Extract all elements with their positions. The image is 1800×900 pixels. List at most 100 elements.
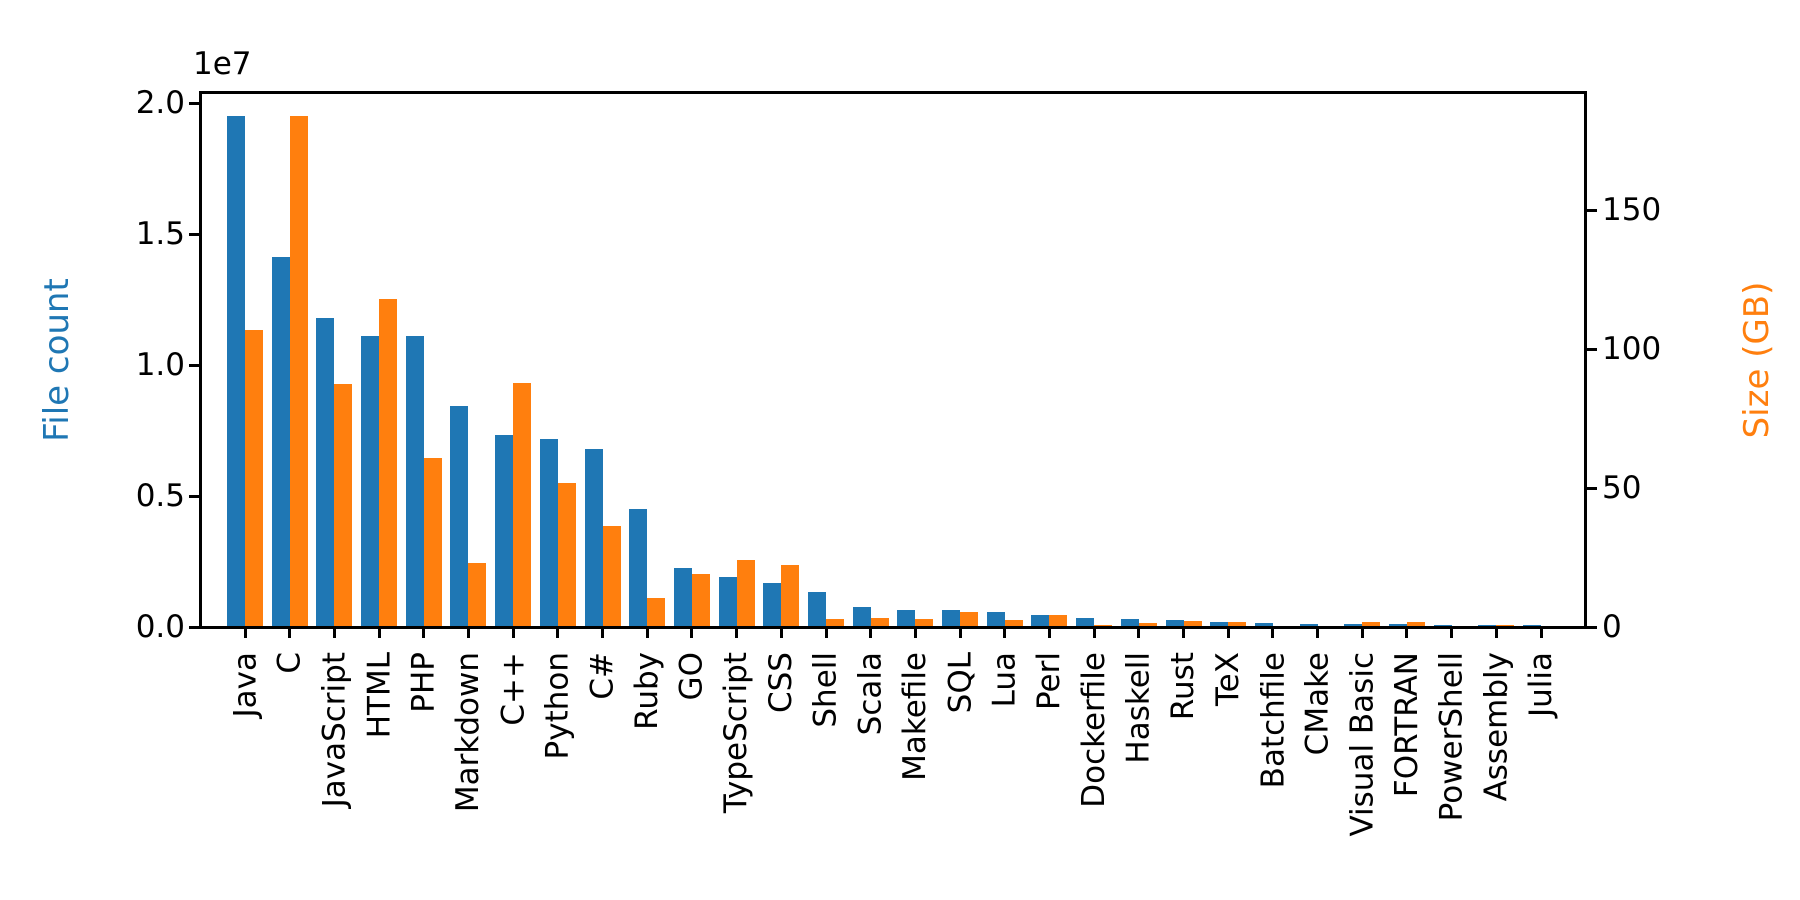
bar-batchfile-file-count bbox=[1254, 622, 1273, 627]
x-tick-label-java: Java bbox=[227, 652, 263, 718]
bar-powershell-size bbox=[1451, 626, 1470, 627]
x-axis-tick bbox=[466, 627, 470, 638]
bar-dockerfile-file-count bbox=[1076, 618, 1095, 627]
x-tick-label-markdown: Markdown bbox=[450, 652, 487, 813]
bar-batchfile-size bbox=[1272, 626, 1291, 627]
bar-java-size bbox=[245, 329, 263, 627]
x-axis-tick bbox=[1405, 627, 1409, 638]
left-y-tick-label: 1.5 bbox=[135, 216, 185, 253]
x-tick-label-sql: SQL bbox=[942, 652, 979, 714]
x-axis-tick bbox=[601, 627, 604, 638]
x-tick-label-c: C bbox=[271, 652, 308, 674]
x-axis-tick bbox=[779, 627, 783, 638]
x-tick-label-go: GO bbox=[673, 652, 710, 701]
bar-cmake-size bbox=[1317, 626, 1336, 627]
bar-ruby-file-count bbox=[629, 509, 648, 627]
bar-markdown-file-count bbox=[450, 405, 469, 627]
x-tick-label-html: HTML bbox=[361, 652, 398, 739]
x-tick-label-shell: Shell bbox=[807, 652, 844, 728]
x-axis-tick bbox=[1316, 627, 1320, 638]
bar-javascript-file-count bbox=[316, 318, 335, 627]
x-tick-label-makefile: Makefile bbox=[897, 652, 934, 781]
x-axis-tick bbox=[1271, 627, 1275, 638]
bar-shell-file-count bbox=[808, 591, 826, 627]
x-tick-label-tex: TeX bbox=[1210, 652, 1247, 706]
left-y-tick-label: 0.5 bbox=[135, 478, 185, 515]
bar-powershell-file-count bbox=[1433, 624, 1452, 627]
bar-visual-basic-file-count bbox=[1344, 624, 1363, 627]
x-axis-tick bbox=[645, 627, 649, 638]
x-tick-label-rust: Rust bbox=[1165, 652, 1202, 721]
x-tick-label-c-: C# bbox=[584, 652, 621, 700]
bar-javascript-size bbox=[334, 383, 353, 627]
bar-html-size bbox=[379, 299, 398, 627]
x-tick-label-ruby: Ruby bbox=[629, 652, 666, 730]
right-y-tick-label: 50 bbox=[1602, 470, 1642, 507]
bar-python-size bbox=[557, 482, 576, 627]
x-axis-tick bbox=[1182, 627, 1185, 638]
x-tick-label-julia: Julia bbox=[1523, 652, 1560, 718]
bar-fortran-size bbox=[1406, 621, 1425, 627]
x-axis-tick bbox=[1450, 627, 1454, 638]
bar-assembly-file-count bbox=[1478, 625, 1497, 627]
bar-tex-file-count bbox=[1210, 621, 1229, 627]
left-y-tick-label: 0.0 bbox=[135, 609, 185, 645]
x-axis-tick bbox=[243, 627, 247, 638]
x-axis-tick bbox=[556, 627, 560, 638]
x-tick-label-scala: Scala bbox=[852, 652, 889, 736]
left-axis-tick bbox=[189, 494, 200, 498]
bar-java-file-count bbox=[227, 116, 245, 627]
bar-shell-size bbox=[826, 619, 844, 627]
bar-scala-file-count bbox=[852, 606, 871, 627]
left-axis-tick bbox=[189, 101, 200, 105]
left-axis-tick bbox=[189, 232, 200, 236]
bar-visual-basic-size bbox=[1362, 621, 1381, 627]
left-axis-tick bbox=[189, 363, 200, 367]
bar-python-file-count bbox=[539, 438, 558, 627]
bar-cmake-file-count bbox=[1299, 623, 1318, 627]
bar-c--file-count bbox=[495, 434, 514, 627]
bar-julia-size bbox=[1541, 625, 1559, 627]
right-axis-title: Size (GB) bbox=[1737, 281, 1777, 439]
bar-rust-file-count bbox=[1165, 619, 1184, 627]
bar-scala-size bbox=[870, 617, 889, 627]
x-tick-label-cmake: CMake bbox=[1299, 652, 1336, 756]
x-axis-tick bbox=[1003, 627, 1007, 638]
right-y-tick-label: 100 bbox=[1602, 331, 1662, 368]
x-axis-tick bbox=[332, 627, 336, 638]
bar-fortran-file-count bbox=[1388, 624, 1407, 627]
bar-typescript-file-count bbox=[718, 577, 737, 627]
bar-go-file-count bbox=[673, 568, 692, 627]
left-axis-tick bbox=[189, 625, 200, 629]
bar-css-size bbox=[781, 564, 800, 627]
x-tick-label-assembly: Assembly bbox=[1478, 652, 1515, 802]
bar-makefile-size bbox=[915, 618, 934, 627]
right-axis-tick bbox=[1586, 486, 1597, 490]
bar-ruby-size bbox=[647, 597, 666, 627]
left-y-tick-label: 2.0 bbox=[135, 85, 185, 122]
x-axis-tick bbox=[1137, 627, 1141, 638]
right-y-tick-label: 150 bbox=[1602, 192, 1662, 229]
bar-php-size bbox=[423, 457, 442, 627]
x-axis-tick bbox=[1226, 627, 1230, 638]
bar-typescript-size bbox=[736, 560, 755, 627]
bar-lua-size bbox=[1004, 619, 1023, 627]
bar-rust-size bbox=[1183, 621, 1202, 627]
bar-julia-file-count bbox=[1523, 625, 1541, 627]
bar-sql-file-count bbox=[942, 610, 960, 627]
right-y-tick-label: 0 bbox=[1602, 609, 1622, 645]
x-tick-label-python: Python bbox=[539, 652, 576, 760]
bar-assembly-size bbox=[1496, 625, 1515, 627]
x-tick-label-visual-basic: Visual Basic bbox=[1344, 652, 1381, 837]
bar-tex-size bbox=[1228, 621, 1247, 627]
bar-perl-size bbox=[1049, 614, 1068, 627]
x-axis-tick bbox=[1047, 627, 1051, 638]
x-tick-label-batchfile: Batchfile bbox=[1254, 652, 1291, 789]
x-axis-tick bbox=[824, 627, 828, 638]
left-y-tick-label: 1.0 bbox=[135, 347, 185, 384]
x-axis-tick bbox=[1092, 627, 1096, 638]
x-tick-label-lua: Lua bbox=[986, 652, 1023, 708]
x-tick-label-javascript: JavaScript bbox=[316, 652, 353, 808]
bar-c--size bbox=[602, 525, 621, 627]
